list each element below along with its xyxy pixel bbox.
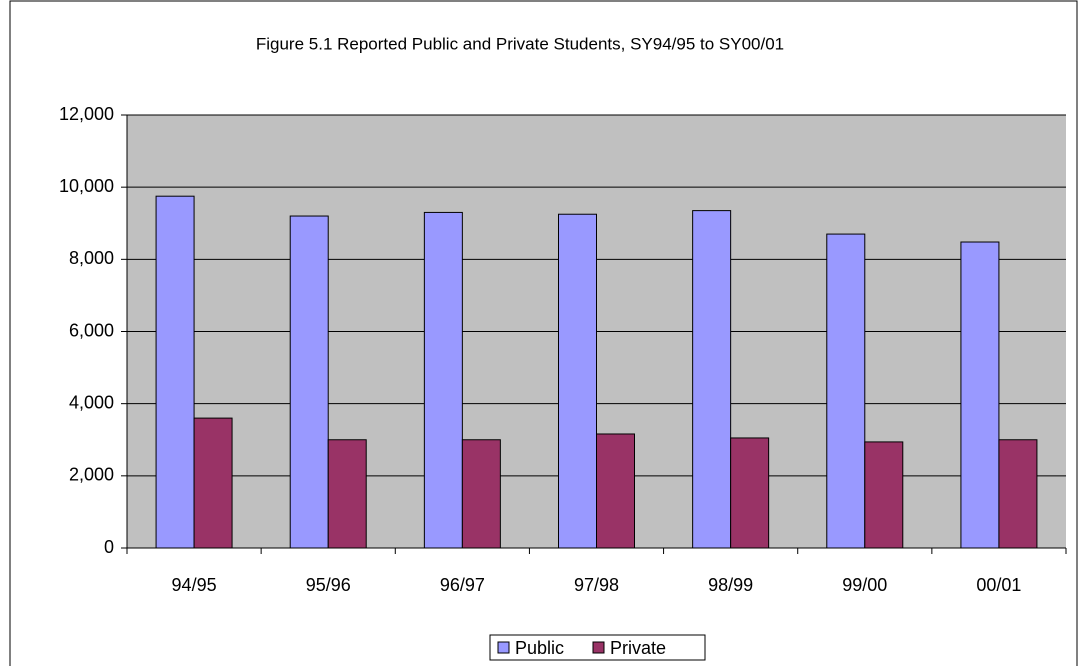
x-tick-label: 96/97 bbox=[440, 575, 485, 595]
y-tick-label: 12,000 bbox=[59, 104, 114, 124]
y-tick-label: 6,000 bbox=[69, 320, 114, 340]
bar bbox=[558, 213, 597, 549]
x-tick-label: 00/01 bbox=[976, 575, 1021, 595]
y-tick-label: 0 bbox=[104, 537, 114, 557]
bar bbox=[960, 241, 1000, 549]
y-tick-label: 4,000 bbox=[69, 392, 114, 412]
bar bbox=[155, 195, 195, 549]
bar bbox=[692, 210, 732, 549]
bar bbox=[461, 439, 501, 549]
x-tick-label: 99/00 bbox=[842, 575, 887, 595]
legend-label: Public bbox=[515, 638, 564, 658]
bar bbox=[193, 417, 233, 549]
legend-swatch bbox=[592, 641, 605, 654]
x-tick-label: 95/96 bbox=[306, 575, 351, 595]
x-tick-label: 94/95 bbox=[172, 575, 217, 595]
bar bbox=[289, 215, 329, 549]
y-tick-label: 2,000 bbox=[69, 465, 114, 485]
bar bbox=[730, 437, 770, 549]
x-tick-label: 97/98 bbox=[574, 575, 619, 595]
bar bbox=[826, 233, 866, 549]
bar bbox=[596, 433, 635, 549]
y-tick-label: 10,000 bbox=[59, 176, 114, 196]
legend-label: Private bbox=[610, 638, 666, 658]
bar bbox=[423, 211, 463, 549]
bar bbox=[327, 439, 367, 549]
bar bbox=[864, 441, 904, 549]
legend-swatch bbox=[497, 641, 510, 654]
chart-title: Figure 5.1 Reported Public and Private S… bbox=[256, 34, 784, 53]
bar bbox=[998, 439, 1038, 549]
x-tick-label: 98/99 bbox=[708, 575, 753, 595]
y-tick-label: 8,000 bbox=[69, 248, 114, 268]
